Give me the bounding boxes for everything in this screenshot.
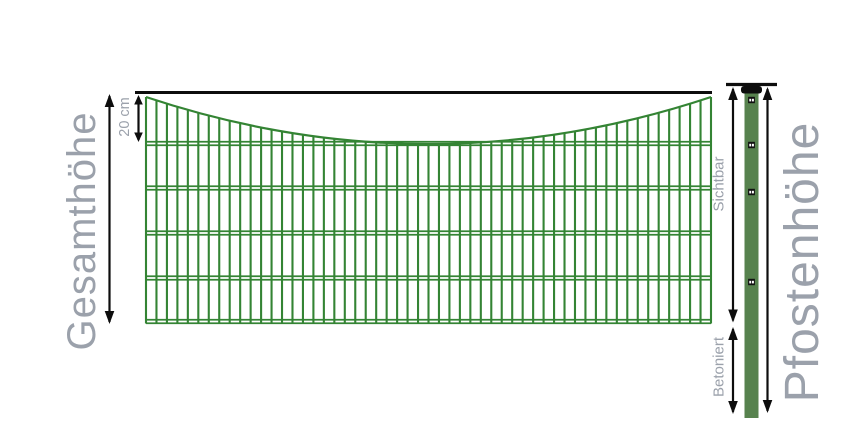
- visible-height-label: Sichtbar: [710, 156, 728, 212]
- arrowhead-up: [134, 95, 143, 105]
- arrowhead-down: [728, 401, 738, 414]
- arrowhead-down: [728, 309, 738, 323]
- total-height-arrow: [104, 94, 115, 324]
- fence-mat: [135, 91, 713, 325]
- post-height-arrow: [762, 87, 773, 413]
- arrowhead-up: [762, 87, 773, 100]
- arrowhead-up: [728, 327, 738, 340]
- post-height-label: Pfostenhöhe: [776, 121, 829, 403]
- fence-sag-curve: [145, 95, 712, 146]
- post-clamp: [748, 278, 755, 286]
- post-clamp: [748, 141, 755, 149]
- visible-height-arrow: [728, 87, 738, 323]
- total-height-label: Gesamthöhe: [60, 111, 104, 351]
- arrowhead-down: [134, 132, 143, 142]
- sag-depth-label: 20 cm: [116, 97, 133, 137]
- arrowhead-up: [728, 87, 738, 100]
- post-clamp: [748, 188, 755, 196]
- arrowhead-down: [762, 400, 773, 413]
- concreted-depth-label: Betoniert: [710, 336, 728, 398]
- sag-depth-arrow: [134, 95, 143, 142]
- fence-post: [726, 82, 777, 418]
- concreted-depth-arrow: [728, 327, 738, 414]
- arrowhead-up: [104, 94, 115, 107]
- post-body: [744, 90, 759, 418]
- post-clamp: [748, 96, 755, 104]
- post-cap: [741, 86, 762, 94]
- arrowhead-down: [104, 311, 115, 324]
